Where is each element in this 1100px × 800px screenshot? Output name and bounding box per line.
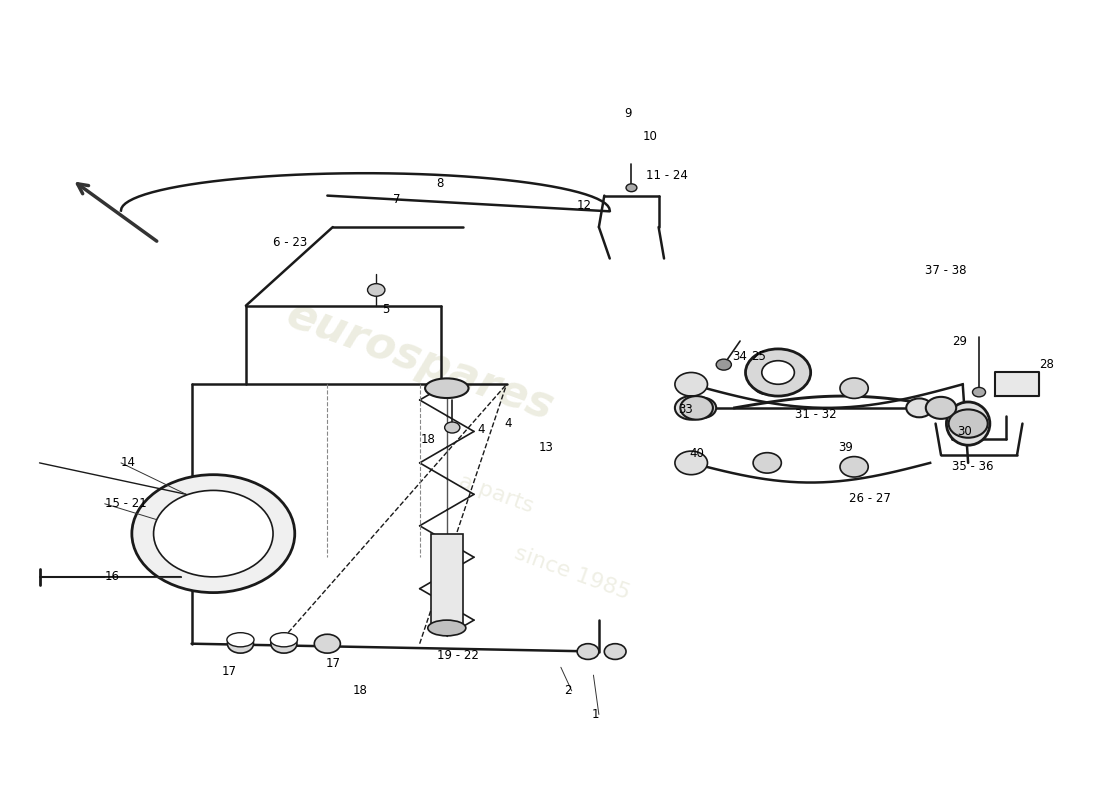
Circle shape [675, 373, 707, 396]
Circle shape [626, 184, 637, 192]
Text: 8: 8 [436, 178, 443, 190]
Text: 4: 4 [505, 417, 512, 430]
Circle shape [271, 634, 297, 653]
Circle shape [132, 474, 295, 593]
Text: eurospares: eurospares [280, 292, 559, 429]
Circle shape [688, 398, 716, 418]
Circle shape [754, 374, 781, 394]
Circle shape [680, 396, 713, 420]
Text: 31 - 32: 31 - 32 [795, 408, 837, 421]
Circle shape [315, 634, 340, 653]
Circle shape [716, 359, 732, 370]
Text: 25: 25 [751, 350, 766, 363]
Circle shape [746, 349, 811, 396]
Text: 40: 40 [689, 447, 704, 460]
Text: 2: 2 [564, 684, 572, 698]
Text: 39: 39 [838, 441, 853, 454]
Circle shape [675, 396, 707, 420]
Circle shape [675, 451, 707, 474]
Text: 13: 13 [539, 441, 554, 454]
Text: 35 - 36: 35 - 36 [952, 460, 993, 474]
Text: 16: 16 [104, 570, 120, 583]
Text: 29: 29 [952, 334, 967, 347]
Circle shape [840, 378, 868, 398]
Text: 7: 7 [393, 193, 400, 206]
Text: since 1985: since 1985 [512, 542, 632, 603]
Circle shape [840, 457, 868, 477]
Circle shape [754, 453, 781, 473]
Circle shape [154, 490, 273, 577]
Text: 19 - 22: 19 - 22 [437, 649, 478, 662]
Text: 33: 33 [679, 403, 693, 416]
Ellipse shape [425, 378, 469, 398]
Text: 28: 28 [1038, 358, 1054, 371]
Polygon shape [996, 373, 1038, 396]
Text: a parts: a parts [455, 471, 536, 517]
Circle shape [604, 644, 626, 659]
Circle shape [578, 644, 598, 659]
Text: 34: 34 [733, 350, 747, 363]
Text: 1: 1 [592, 708, 598, 721]
Text: 18: 18 [352, 684, 367, 698]
Circle shape [367, 284, 385, 296]
Text: 17: 17 [222, 665, 238, 678]
Ellipse shape [946, 402, 990, 446]
Circle shape [948, 410, 988, 438]
Ellipse shape [271, 633, 297, 647]
Text: 11 - 24: 11 - 24 [646, 170, 688, 182]
Text: 17: 17 [326, 657, 340, 670]
Text: 9: 9 [624, 106, 631, 119]
FancyBboxPatch shape [430, 534, 463, 628]
Text: 4: 4 [477, 423, 485, 436]
Circle shape [972, 387, 986, 397]
Circle shape [444, 422, 460, 433]
Text: 26 - 27: 26 - 27 [849, 492, 891, 505]
Text: 6 - 23: 6 - 23 [273, 236, 307, 250]
Circle shape [906, 398, 933, 418]
Text: 14: 14 [121, 456, 136, 470]
Text: 15 - 21: 15 - 21 [104, 498, 146, 510]
Text: 30: 30 [957, 425, 972, 438]
Text: 18: 18 [421, 433, 436, 446]
Circle shape [762, 361, 794, 384]
Ellipse shape [227, 633, 254, 647]
Text: 12: 12 [578, 198, 592, 211]
Ellipse shape [428, 620, 465, 636]
Circle shape [228, 634, 253, 653]
Text: 10: 10 [642, 130, 657, 143]
Text: 5: 5 [382, 303, 389, 316]
Circle shape [926, 397, 956, 419]
Text: 37 - 38: 37 - 38 [925, 264, 966, 277]
